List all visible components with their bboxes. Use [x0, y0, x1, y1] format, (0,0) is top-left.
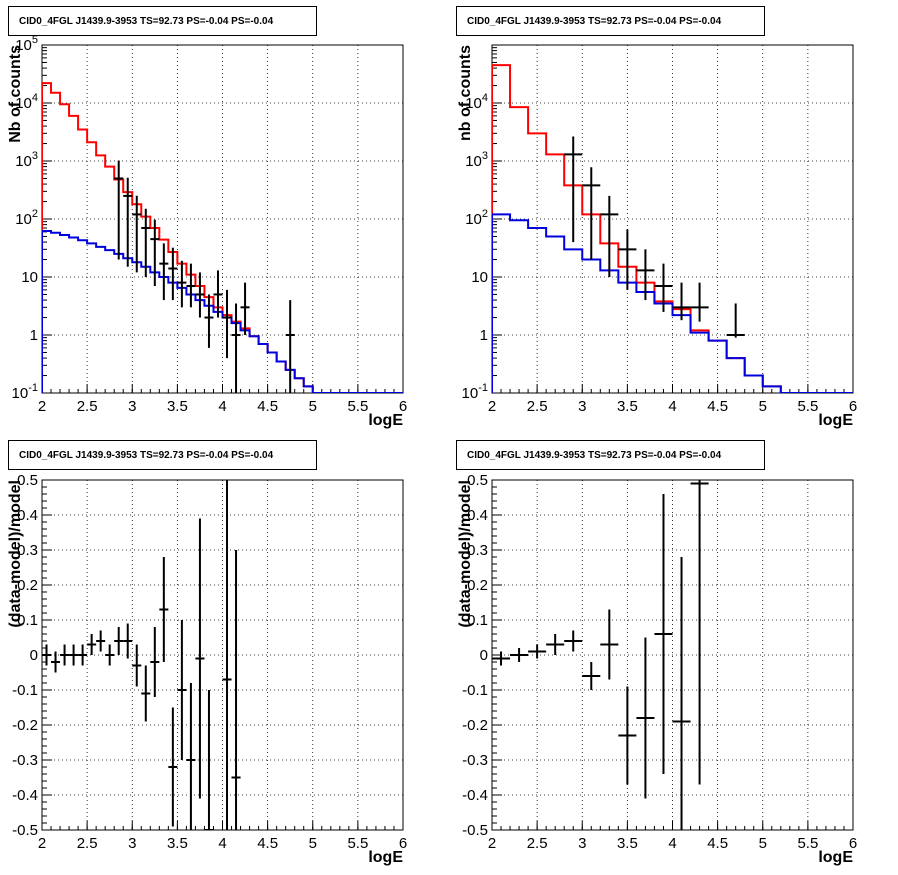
y-tick-label: 102	[15, 208, 38, 228]
x-tick-label: 5.5	[797, 398, 818, 415]
y-tick-label: 0.1	[467, 612, 488, 629]
x-tick-label: 3.5	[167, 835, 188, 852]
x-tick-label: 3	[578, 398, 586, 415]
y-tick-label: 103	[15, 150, 38, 170]
y-tick-label: 1	[480, 327, 488, 344]
y-tick-label: 105	[15, 34, 38, 54]
x-tick-label: 2	[488, 398, 496, 415]
y-tick-label: -0.5	[462, 822, 488, 839]
x-tick-label: 4	[218, 398, 226, 415]
data-layer	[42, 82, 403, 393]
y-tick-label: 102	[465, 208, 488, 228]
chart-title: CID0_4FGL J1439.9-3953 TS=92.73 PS=-0.04…	[8, 6, 317, 36]
x-tick-label: 5	[309, 835, 317, 852]
data-layer	[42, 480, 241, 830]
x-tick-label: 2	[38, 398, 46, 415]
y-tick-label: -0.3	[12, 752, 38, 769]
x-tick-label: 4	[218, 835, 226, 852]
y-tick-label: 104	[15, 92, 38, 112]
chart-title: CID0_4FGL J1439.9-3953 TS=92.73 PS=-0.04…	[456, 6, 765, 36]
y-axis-label: Nb of counts	[7, 45, 24, 143]
x-tick-label: 5	[309, 398, 317, 415]
x-tick-label: 4	[668, 398, 676, 415]
x-tick-label: 2.5	[77, 835, 98, 852]
chart-panel-1: 2 2.5 3 3.5 4 4.5 5 5.5 6 10-1 1 10 102 103 104 105 logE…	[7, 34, 407, 429]
x-tick-label: 4.5	[257, 835, 278, 852]
y-tick-label: 103	[465, 150, 488, 170]
y-tick-label: 0	[480, 647, 488, 664]
series-step-line	[492, 213, 853, 393]
x-tick-label: 5.5	[347, 835, 368, 852]
y-axis-label: (data-model)/model	[7, 480, 24, 628]
x-tick-label: 2	[488, 835, 496, 852]
chart-panel-2: 2 2.5 3 3.5 4 4.5 5 5.5 6 10-1 1 10 102 103 104 logE nb …	[457, 44, 857, 429]
x-axis-label: logE	[368, 849, 403, 866]
data-layer	[492, 64, 853, 393]
x-tick-label: 2.5	[527, 398, 548, 415]
y-tick-label: 0.4	[467, 507, 488, 524]
x-tick-label: 2.5	[77, 398, 98, 415]
y-axis-label: nb of counts	[457, 45, 474, 141]
x-tick-label: 5	[759, 398, 767, 415]
y-tick-label: -0.1	[462, 682, 488, 699]
chart-panel-3: 2 2.5 3 3.5 4 4.5 5 5.5 6 -0.5 -0.4 -0.3 -0.2 -0.1 0 0.…	[7, 472, 407, 866]
y-tick-label: 10	[21, 269, 38, 286]
x-tick-label: 3.5	[617, 835, 638, 852]
data-layer	[492, 480, 709, 830]
x-axis-label: logE	[818, 849, 853, 866]
x-tick-label: 4.5	[707, 398, 728, 415]
x-tick-label: 6	[849, 398, 857, 415]
y-tick-label: -0.3	[462, 752, 488, 769]
y-tick-label: -0.2	[12, 717, 38, 734]
y-tick-label: 10	[471, 269, 488, 286]
x-axis-label: logE	[368, 412, 403, 429]
y-tick-label: 0	[30, 647, 38, 664]
y-tick-label: -0.2	[462, 717, 488, 734]
y-tick-label: 0.3	[467, 542, 488, 559]
x-tick-label: 3.5	[617, 398, 638, 415]
x-tick-label: 2	[38, 835, 46, 852]
x-tick-label: 3	[578, 835, 586, 852]
chart-title: CID0_4FGL J1439.9-3953 TS=92.73 PS=-0.04…	[8, 440, 317, 470]
y-tick-label: 0.2	[17, 577, 38, 594]
chart-title: CID0_4FGL J1439.9-3953 TS=92.73 PS=-0.04…	[456, 440, 765, 470]
y-tick-label: 0.4	[17, 507, 38, 524]
x-tick-label: 6	[399, 398, 407, 415]
x-tick-label: 4	[668, 835, 676, 852]
x-axis-label: logE	[818, 412, 853, 429]
y-tick-label: -0.4	[12, 787, 38, 804]
y-tick-label: 0.5	[467, 472, 488, 489]
chart-panel-4: 2 2.5 3 3.5 4 4.5 5 5.5 6 -0.5 -0.4 -0.3 -0.2 -0.1 0 0.…	[457, 472, 857, 866]
y-tick-label: 0.2	[467, 577, 488, 594]
y-tick-label: 1	[30, 327, 38, 344]
y-tick-label: -0.4	[462, 787, 488, 804]
x-tick-label: 2.5	[527, 835, 548, 852]
x-tick-label: 4.5	[707, 835, 728, 852]
x-tick-label: 5.5	[797, 835, 818, 852]
y-tick-label: -0.5	[12, 822, 38, 839]
y-tick-label: 10-1	[12, 382, 38, 402]
y-tick-label: 10-1	[462, 382, 488, 402]
y-tick-label: 104	[465, 92, 488, 112]
x-tick-label: 6	[399, 835, 407, 852]
y-tick-label: 0.3	[17, 542, 38, 559]
y-tick-label: 0.1	[17, 612, 38, 629]
x-tick-label: 6	[849, 835, 857, 852]
x-tick-label: 4.5	[257, 398, 278, 415]
y-tick-label: 0.5	[17, 472, 38, 489]
x-tick-label: 3	[128, 835, 136, 852]
y-tick-label: -0.1	[12, 682, 38, 699]
x-tick-label: 5	[759, 835, 767, 852]
x-tick-label: 5.5	[347, 398, 368, 415]
x-tick-label: 3	[128, 398, 136, 415]
x-tick-label: 3.5	[167, 398, 188, 415]
y-axis-label: (data-model)/model	[457, 480, 474, 628]
